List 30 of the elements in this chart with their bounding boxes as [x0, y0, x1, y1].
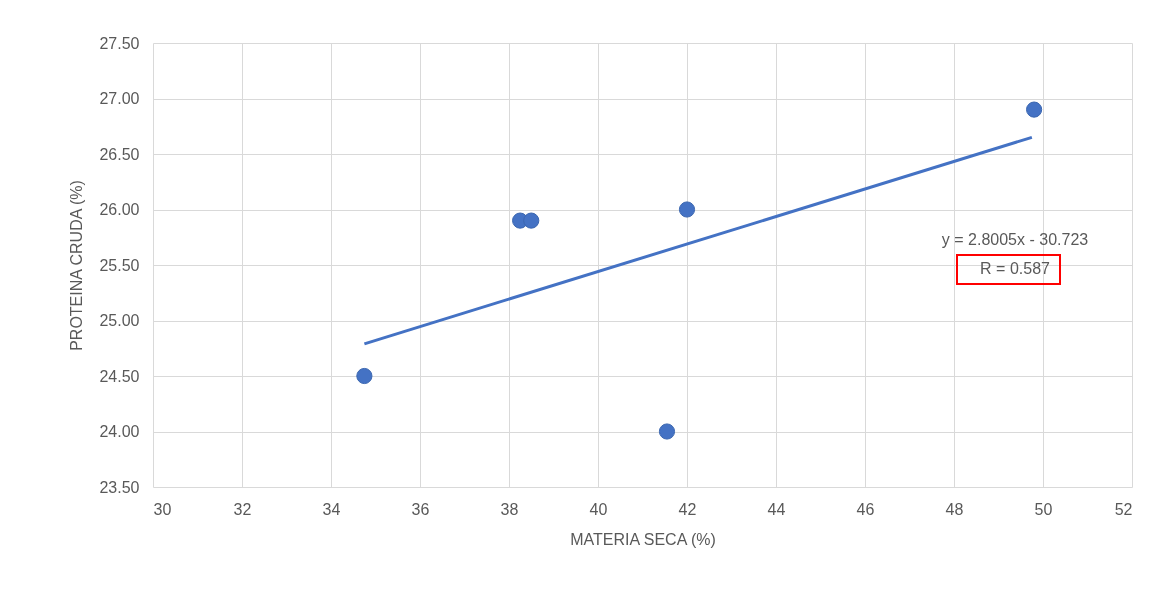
point [678, 201, 696, 218]
y-tick-label: 27.00 [99, 90, 140, 107]
annotation: y = 2.8005x - 30.723 [941, 231, 1089, 248]
x-axis-title: MATERIA SECA (%) [570, 530, 716, 548]
point [523, 212, 540, 229]
annotation: R = 0.587 [980, 260, 1051, 277]
y-tick-label: 25.00 [99, 312, 140, 329]
x-tick-label: 44 [767, 500, 786, 518]
point [356, 367, 373, 385]
y-tick-label: 24.50 [99, 367, 140, 385]
x-tick-label: 40 [589, 500, 608, 518]
x-tick-label: 50 [1034, 500, 1053, 518]
y-tick-label: 27.50 [99, 34, 140, 52]
y-tick-label: 26.50 [99, 145, 140, 163]
y-tick-label: 24.00 [99, 423, 140, 440]
y-axis-title: PROTEINA CRUDA (%) [68, 180, 86, 351]
y-tick-label: 23.50 [99, 478, 140, 496]
x-tick-label: 32 [233, 500, 252, 518]
x-tick-label: 34 [322, 500, 341, 518]
x-tick-label: 42 [678, 500, 697, 518]
x-tick-label: 48 [945, 500, 964, 518]
x-tick-label: 52 [1114, 500, 1133, 518]
x-tick-label: 36 [411, 500, 430, 518]
x-tick-label: 46 [856, 500, 875, 518]
x-tick-label: 30 [153, 500, 172, 518]
y-tick-label: 26.00 [99, 201, 140, 218]
point [658, 423, 676, 440]
y-tick-label: 25.50 [99, 256, 140, 274]
x-tick-label: 38 [500, 500, 519, 518]
point [1026, 101, 1043, 118]
